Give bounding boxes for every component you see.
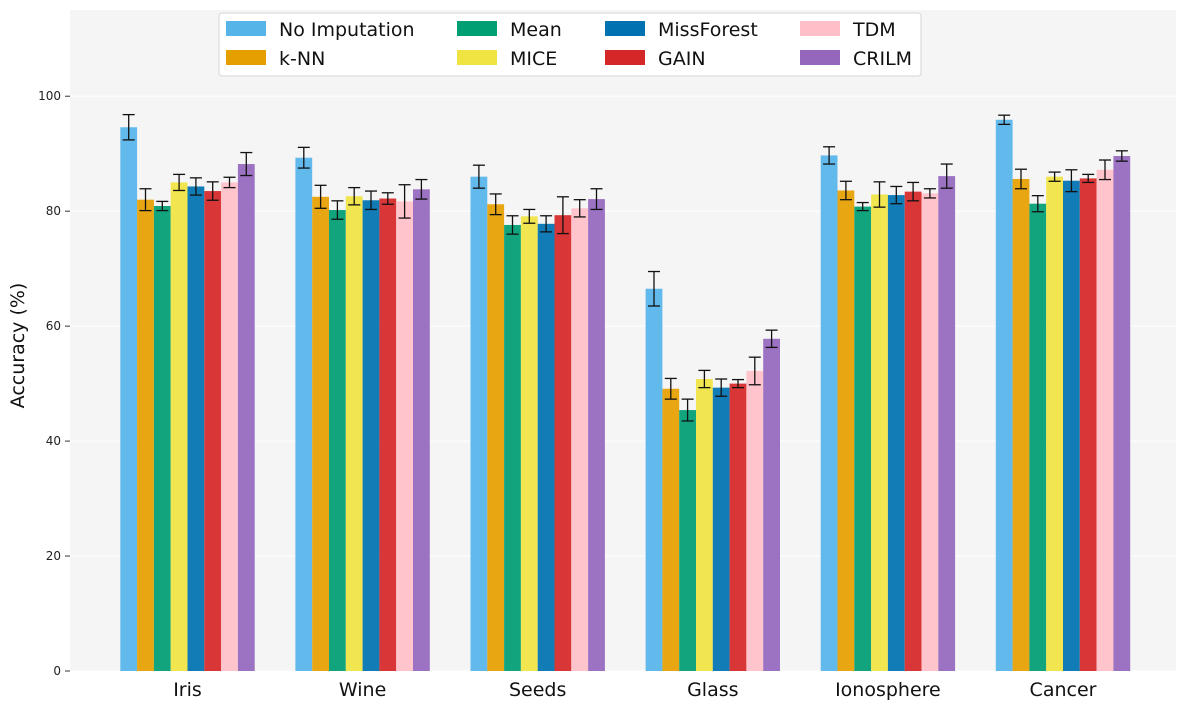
bar-tdm-iris (221, 182, 238, 671)
y-tick-label: 40 (46, 434, 61, 448)
bar-mice-cancer (1046, 176, 1063, 671)
bar-gain-ionosphere (904, 191, 922, 672)
bar-mean-ionosphere (854, 206, 872, 671)
legend-swatch (800, 50, 840, 65)
legend-swatch (800, 21, 840, 36)
bar-no-imputation-glass (645, 288, 663, 671)
legend-label: MissForest (658, 19, 758, 41)
bar-mean-glass (679, 410, 696, 671)
bar-crilm-iris (237, 164, 255, 671)
bar-crilm-seeds (588, 199, 605, 671)
bar-mice-iris (170, 182, 188, 671)
bar-tdm-cancer (1096, 169, 1114, 672)
bar-gain-iris (204, 191, 222, 671)
legend-label: Mean (510, 19, 562, 41)
bar-crilm-wine (413, 189, 430, 672)
legend-swatch (226, 50, 266, 65)
legend-swatch (226, 21, 266, 36)
legend-label: TDM (852, 19, 896, 41)
bars-group (120, 119, 1131, 672)
bar-missforest-ionosphere (887, 195, 905, 671)
bar-tdm-ionosphere (921, 193, 939, 671)
y-tick-label: 80 (46, 204, 61, 218)
bar-missforest-seeds (537, 223, 555, 671)
x-tick-label: Ionosphere (835, 679, 941, 701)
bar-no-imputation-ionosphere (820, 155, 838, 672)
x-tick-label: Seeds (509, 679, 566, 701)
legend-swatch (457, 21, 497, 36)
bar-tdm-seeds (571, 208, 589, 672)
bar-tdm-glass (746, 370, 764, 671)
bar-mice-glass (696, 379, 713, 671)
bar-mean-seeds (504, 224, 521, 671)
bar-no-imputation-cancer (995, 119, 1013, 672)
legend-swatch (605, 50, 645, 65)
bar-crilm-cancer (1113, 155, 1131, 672)
legend-box (218, 12, 922, 77)
y-axis-title: Accuracy (%) (7, 283, 29, 409)
bar-gain-cancer (1079, 178, 1097, 671)
bar-mean-wine (329, 210, 346, 671)
bar-mice-ionosphere (871, 194, 888, 671)
bar-no-imputation-seeds (470, 176, 488, 671)
legend-label: CRILM (853, 48, 912, 70)
bar-k-nn-iris (137, 199, 154, 671)
bar-mice-seeds (520, 216, 538, 671)
legend: No Imputation k-NN Mean MICE MissForest GAIN T… (218, 12, 922, 77)
legend-swatch (457, 50, 497, 65)
bar-mean-iris (153, 206, 171, 672)
bar-k-nn-wine (312, 196, 329, 671)
bar-no-imputation-iris (120, 127, 138, 671)
legend-label: k-NN (279, 48, 325, 70)
bar-gain-wine (379, 198, 397, 672)
x-tick-label: Glass (687, 679, 738, 701)
legend-swatch (605, 21, 645, 36)
bar-crilm-glass (763, 338, 780, 671)
bar-missforest-glass (712, 387, 730, 671)
error-bars-group (122, 113, 1128, 422)
bar-missforest-iris (187, 186, 205, 672)
bar-k-nn-seeds (487, 204, 505, 671)
legend-label: GAIN (658, 48, 706, 70)
bar-crilm-ionosphere (938, 176, 956, 671)
bar-missforest-wine (362, 200, 380, 671)
y-tick-label: 20 (46, 549, 61, 563)
bar-mice-wine (345, 196, 363, 672)
bar-missforest-cancer (1063, 180, 1080, 671)
bar-k-nn-cancer (1012, 178, 1030, 671)
bar-k-nn-ionosphere (837, 190, 855, 671)
legend-label: No Imputation (279, 19, 415, 41)
legend-label: MICE (510, 48, 557, 70)
y-tick-label: 0 (53, 664, 61, 678)
x-tick-label: Cancer (1030, 679, 1097, 701)
x-axis: Iris Wine Seeds Glass Ionosphere Cancer (173, 679, 1096, 701)
bar-tdm-wine (396, 201, 413, 672)
bar-mean-cancer (1029, 203, 1047, 672)
bar-k-nn-glass (662, 388, 680, 671)
x-tick-label: Iris (173, 679, 202, 701)
y-tick-label: 100 (38, 89, 61, 103)
y-axis: 0 20 40 60 80 100 (38, 89, 70, 678)
y-tick-label: 60 (46, 319, 61, 333)
x-tick-label: Wine (339, 679, 386, 701)
bar-no-imputation-wine (295, 157, 313, 672)
bar-gain-glass (729, 383, 747, 671)
bar-gain-seeds (554, 215, 572, 671)
